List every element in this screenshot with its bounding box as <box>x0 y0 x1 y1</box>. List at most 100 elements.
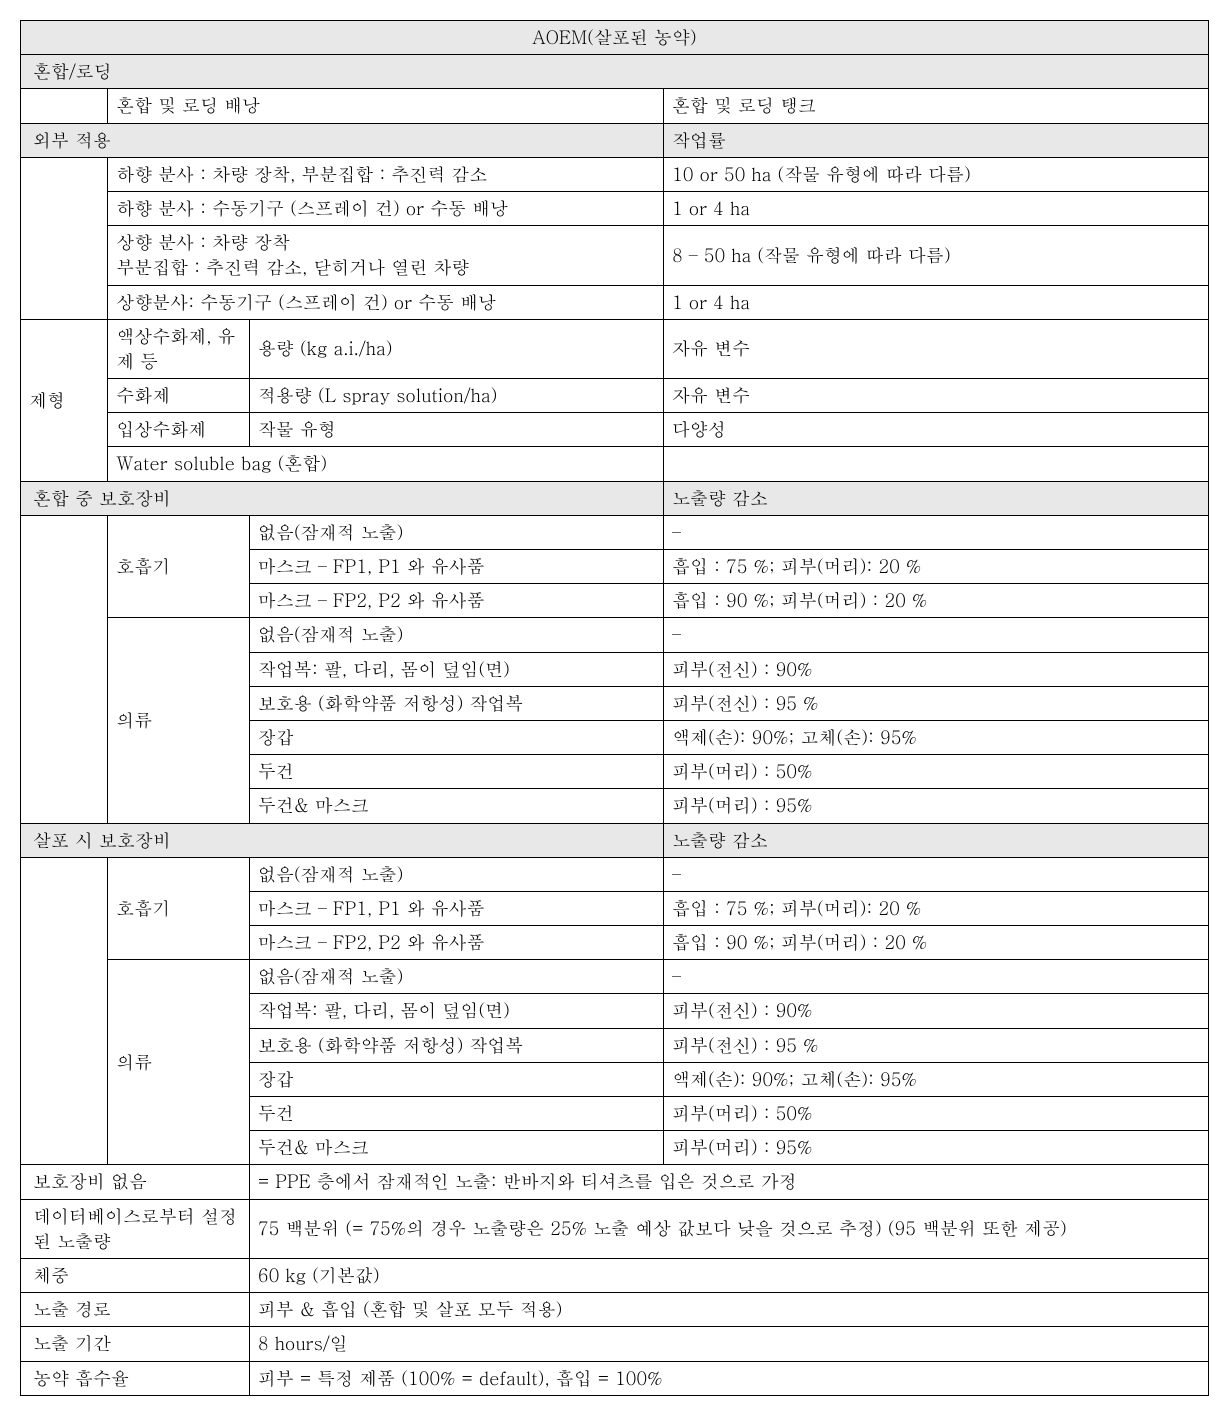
table-row: 살포 시 보호장비 노출량 감소 <box>21 823 1209 857</box>
ppe-desc: 보호용 (화학약품 저항성) 작업복 <box>249 1028 663 1062</box>
formulation-val: 자유 변수 <box>664 379 1209 413</box>
ppe-val: 피부(머리) : 50% <box>664 1097 1209 1131</box>
table-row: 데이터베이스로부터 설정된 노출량 75 백분위 (= 75%의 경우 노출량은… <box>21 1199 1209 1258</box>
formulation-val: 자유 변수 <box>664 319 1209 378</box>
ppe-desc: 없음(잠재적 노출) <box>249 618 663 652</box>
ppe-desc: 마스크 – FP2, P2 와 유사품 <box>249 926 663 960</box>
footer-val: 피부 = 특정 제품 (100% = default), 흡입 = 100% <box>249 1361 1208 1395</box>
table-row: 혼합/로딩 <box>21 55 1209 89</box>
formulation-sub: 수화제 <box>108 379 250 413</box>
ppe-mixing-reduction: 노출량 감소 <box>664 481 1209 515</box>
empty-cell <box>21 857 108 1165</box>
respiratory-label: 호흡기 <box>108 857 250 960</box>
empty-cell <box>21 157 108 319</box>
ppe-val: 피부(전신) : 95 % <box>664 686 1209 720</box>
footer-label: 체중 <box>21 1258 250 1292</box>
table-row: 혼합 중 보호장비 노출량 감소 <box>21 481 1209 515</box>
ppe-spray-reduction: 노출량 감소 <box>664 823 1209 857</box>
ppe-desc: 없음(잠재적 노출) <box>249 857 663 891</box>
formulation-desc: 작물 유형 <box>249 413 663 447</box>
table-row: 보호장비 없음 = PPE 층에서 잠재적인 노출: 반바지와 티셔츠를 입은 … <box>21 1165 1209 1199</box>
external-rate: 1 or 4 ha <box>664 191 1209 225</box>
ppe-val: 흡입 : 90 %; 피부(머리) : 20 % <box>664 584 1209 618</box>
formulation-desc: 용량 (kg a.i./ha) <box>249 319 663 378</box>
table-row: 농약 흡수율 피부 = 특정 제품 (100% = default), 흡입 =… <box>21 1361 1209 1395</box>
ppe-mixing-header: 혼합 중 보호장비 <box>21 481 664 515</box>
external-desc: 하향 분사 : 수동기구 (스프레이 건) or 수동 배낭 <box>108 191 664 225</box>
table-row: 호흡기 없음(잠재적 노출) – <box>21 515 1209 549</box>
formulation-sub: 액상수화제, 유제 등 <box>108 319 250 378</box>
ppe-desc: 보호용 (화학약품 저항성) 작업복 <box>249 686 663 720</box>
ppe-desc: 두건 <box>249 1097 663 1131</box>
ppe-val: 흡입 : 75 %; 피부(머리): 20 % <box>664 891 1209 925</box>
empty-cell <box>21 89 108 123</box>
formulation-val <box>664 447 1209 481</box>
formulation-sub: 입상수화제 <box>108 413 250 447</box>
table-row: 호흡기 없음(잠재적 노출) – <box>21 857 1209 891</box>
ppe-desc: 두건 <box>249 755 663 789</box>
formulation-val: 다양성 <box>664 413 1209 447</box>
footer-label: 노출 기간 <box>21 1327 250 1361</box>
ppe-desc: 없음(잠재적 노출) <box>249 960 663 994</box>
ppe-desc: 없음(잠재적 노출) <box>249 515 663 549</box>
footer-label: 노출 경로 <box>21 1293 250 1327</box>
ppe-desc: 마스크 – FP1, P1 와 유사품 <box>249 550 663 584</box>
ppe-desc: 장갑 <box>249 720 663 754</box>
footer-val: 8 hours/일 <box>249 1327 1208 1361</box>
ppe-val: 액제(손): 90%; 고체(손): 95% <box>664 1062 1209 1096</box>
ppe-val: – <box>664 960 1209 994</box>
table-row: 의류 없음(잠재적 노출) – <box>21 960 1209 994</box>
ppe-val: – <box>664 618 1209 652</box>
ppe-spray-header: 살포 시 보호장비 <box>21 823 664 857</box>
table-row: 노출 경로 피부 & 흡입 (혼합 및 살포 모두 적용) <box>21 1293 1209 1327</box>
empty-cell <box>21 515 108 823</box>
external-rate: 10 or 50 ha (작물 유형에 따라 다름) <box>664 157 1209 191</box>
table-row: 노출 기간 8 hours/일 <box>21 1327 1209 1361</box>
ppe-val: 피부(전신) : 95 % <box>664 1028 1209 1062</box>
ppe-val: 피부(머리) : 95% <box>664 1131 1209 1165</box>
table-row: 하향 분사 : 차량 장착, 부분집합 : 추진력 감소 10 or 50 ha… <box>21 157 1209 191</box>
ppe-desc: 장갑 <box>249 1062 663 1096</box>
footer-label: 데이터베이스로부터 설정된 노출량 <box>21 1199 250 1258</box>
formulation-desc: 적용량 (L spray solution/ha) <box>249 379 663 413</box>
table-row: 체중 60 kg (기본값) <box>21 1258 1209 1292</box>
external-desc: 상향 분사 : 차량 장착 부분집합 : 추진력 감소, 닫히거나 열린 차량 <box>108 226 664 285</box>
table-row: 상향분사: 수동기구 (스프레이 건) or 수동 배낭 1 or 4 ha <box>21 285 1209 319</box>
table-row: AOEM(살포된 농약) <box>21 21 1209 55</box>
clothing-label: 의류 <box>108 960 250 1165</box>
ppe-val: 흡입 : 90 %; 피부(머리) : 20 % <box>664 926 1209 960</box>
table-row: Water soluble bag (혼합) <box>21 447 1209 481</box>
clothing-label: 의류 <box>108 618 250 823</box>
footer-val: 피부 & 흡입 (혼합 및 살포 모두 적용) <box>249 1293 1208 1327</box>
footer-label: 보호장비 없음 <box>21 1165 250 1199</box>
table-row: 상향 분사 : 차량 장착 부분집합 : 추진력 감소, 닫히거나 열린 차량 … <box>21 226 1209 285</box>
table-row: 하향 분사 : 수동기구 (스프레이 건) or 수동 배낭 1 or 4 ha <box>21 191 1209 225</box>
table-row: 의류 없음(잠재적 노출) – <box>21 618 1209 652</box>
ppe-desc: 두건& 마스크 <box>249 1131 663 1165</box>
ppe-val: 흡입 : 75 %; 피부(머리): 20 % <box>664 550 1209 584</box>
ppe-desc: 마스크 – FP2, P2 와 유사품 <box>249 584 663 618</box>
external-rate: 8 – 50 ha (작물 유형에 따라 다름) <box>664 226 1209 285</box>
table-title: AOEM(살포된 농약) <box>21 21 1209 55</box>
footer-val: 75 백분위 (= 75%의 경우 노출량은 25% 노출 예상 값보다 낮을 … <box>249 1199 1208 1258</box>
ppe-desc: 두건& 마스크 <box>249 789 663 823</box>
table-row: 외부 적용 작업률 <box>21 123 1209 157</box>
external-desc: 상향분사: 수동기구 (스프레이 건) or 수동 배낭 <box>108 285 664 319</box>
mixing-tank: 혼합 및 로딩 탱크 <box>664 89 1209 123</box>
mixing-loading-header: 혼합/로딩 <box>21 55 1209 89</box>
external-header: 외부 적용 <box>21 123 664 157</box>
ppe-val: – <box>664 857 1209 891</box>
ppe-val: 피부(전신) : 90% <box>664 994 1209 1028</box>
ppe-desc: 작업복: 팔, 다리, 몸이 덮임(면) <box>249 994 663 1028</box>
footer-val: = PPE 층에서 잠재적인 노출: 반바지와 티셔츠를 입은 것으로 가정 <box>249 1165 1208 1199</box>
table-row: 혼합 및 로딩 배낭 혼합 및 로딩 탱크 <box>21 89 1209 123</box>
external-desc: 하향 분사 : 차량 장착, 부분집합 : 추진력 감소 <box>108 157 664 191</box>
table-row: 수화제 적용량 (L spray solution/ha) 자유 변수 <box>21 379 1209 413</box>
ppe-val: 피부(머리) : 50% <box>664 755 1209 789</box>
aoem-table: AOEM(살포된 농약) 혼합/로딩 혼합 및 로딩 배낭 혼합 및 로딩 탱크… <box>20 20 1209 1396</box>
formulation-sub: Water soluble bag (혼합) <box>108 447 664 481</box>
external-rate: 1 or 4 ha <box>664 285 1209 319</box>
ppe-val: – <box>664 515 1209 549</box>
footer-val: 60 kg (기본값) <box>249 1258 1208 1292</box>
mixing-backpack: 혼합 및 로딩 배낭 <box>108 89 664 123</box>
